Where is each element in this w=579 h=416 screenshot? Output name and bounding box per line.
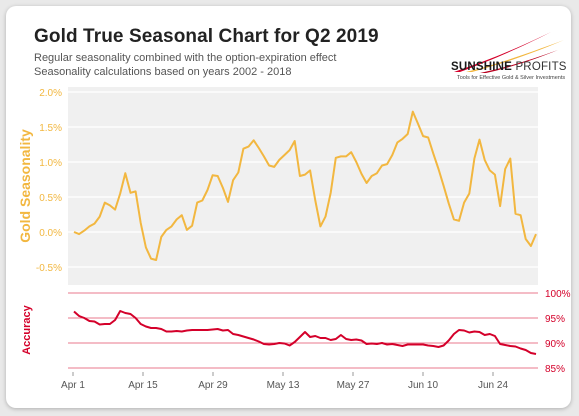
chart-subtitle-1: Regular seasonality combined with the op… — [34, 52, 337, 64]
bottom-y-tick-label: 95% — [545, 314, 565, 325]
top-y-tick-label: 1.0% — [39, 158, 62, 169]
x-tick-label: May 27 — [337, 380, 370, 391]
bottom-y-tick-label: 90% — [545, 339, 565, 350]
bottom-plot-area — [68, 287, 538, 372]
chart-subtitle-2: Seasonality calculations based on years … — [34, 66, 292, 78]
x-tick-label: Jun 10 — [408, 380, 438, 391]
top-y-axis-label: Gold Seasonality — [17, 129, 33, 243]
top-y-tick-label: -0.5% — [36, 263, 62, 274]
logo-name-bold: SUNSHINE — [451, 61, 513, 73]
accuracy-line — [73, 310, 537, 355]
logo-tagline: Tools for Effective Gold & Silver Invest… — [457, 75, 566, 81]
top-plot-area — [68, 87, 538, 285]
bottom-y-tick-label: 100% — [545, 289, 571, 300]
top-y-tick-label: 2.0% — [39, 88, 62, 99]
top-y-tick-label: 1.5% — [39, 123, 62, 134]
logo-name-light: PROFITS — [515, 61, 567, 73]
bottom-y-ticks: 100% 95% 90% 85% — [545, 289, 571, 375]
top-y-tick-label: 0.0% — [39, 228, 62, 239]
x-ticks: Apr 1 Apr 15 Apr 29 May 13 May 27 Jun 10 Jun 2… — [61, 372, 508, 391]
chart-title: Gold True Seasonal Chart for Q2 2019 — [34, 26, 379, 47]
x-tick-label: Apr 1 — [61, 380, 85, 391]
bottom-y-axis-label: Accuracy — [21, 304, 33, 354]
top-y-ticks: 2.0% 1.5% 1.0% 0.5% 0.0% -0.5% — [36, 88, 62, 274]
top-y-tick-label: 0.5% — [39, 193, 62, 204]
top-gridlines — [68, 91, 538, 268]
seasonality-line — [73, 110, 537, 261]
x-tick-label: Apr 29 — [198, 380, 228, 391]
x-tick-label: Jun 24 — [478, 380, 508, 391]
bottom-y-tick-label: 85% — [545, 364, 565, 375]
bottom-gridlines — [68, 292, 538, 369]
logo-wordmark: SUNSHINE PROFITS — [451, 61, 567, 73]
x-tick-label: Apr 15 — [128, 380, 158, 391]
x-tick-label: May 13 — [267, 380, 300, 391]
